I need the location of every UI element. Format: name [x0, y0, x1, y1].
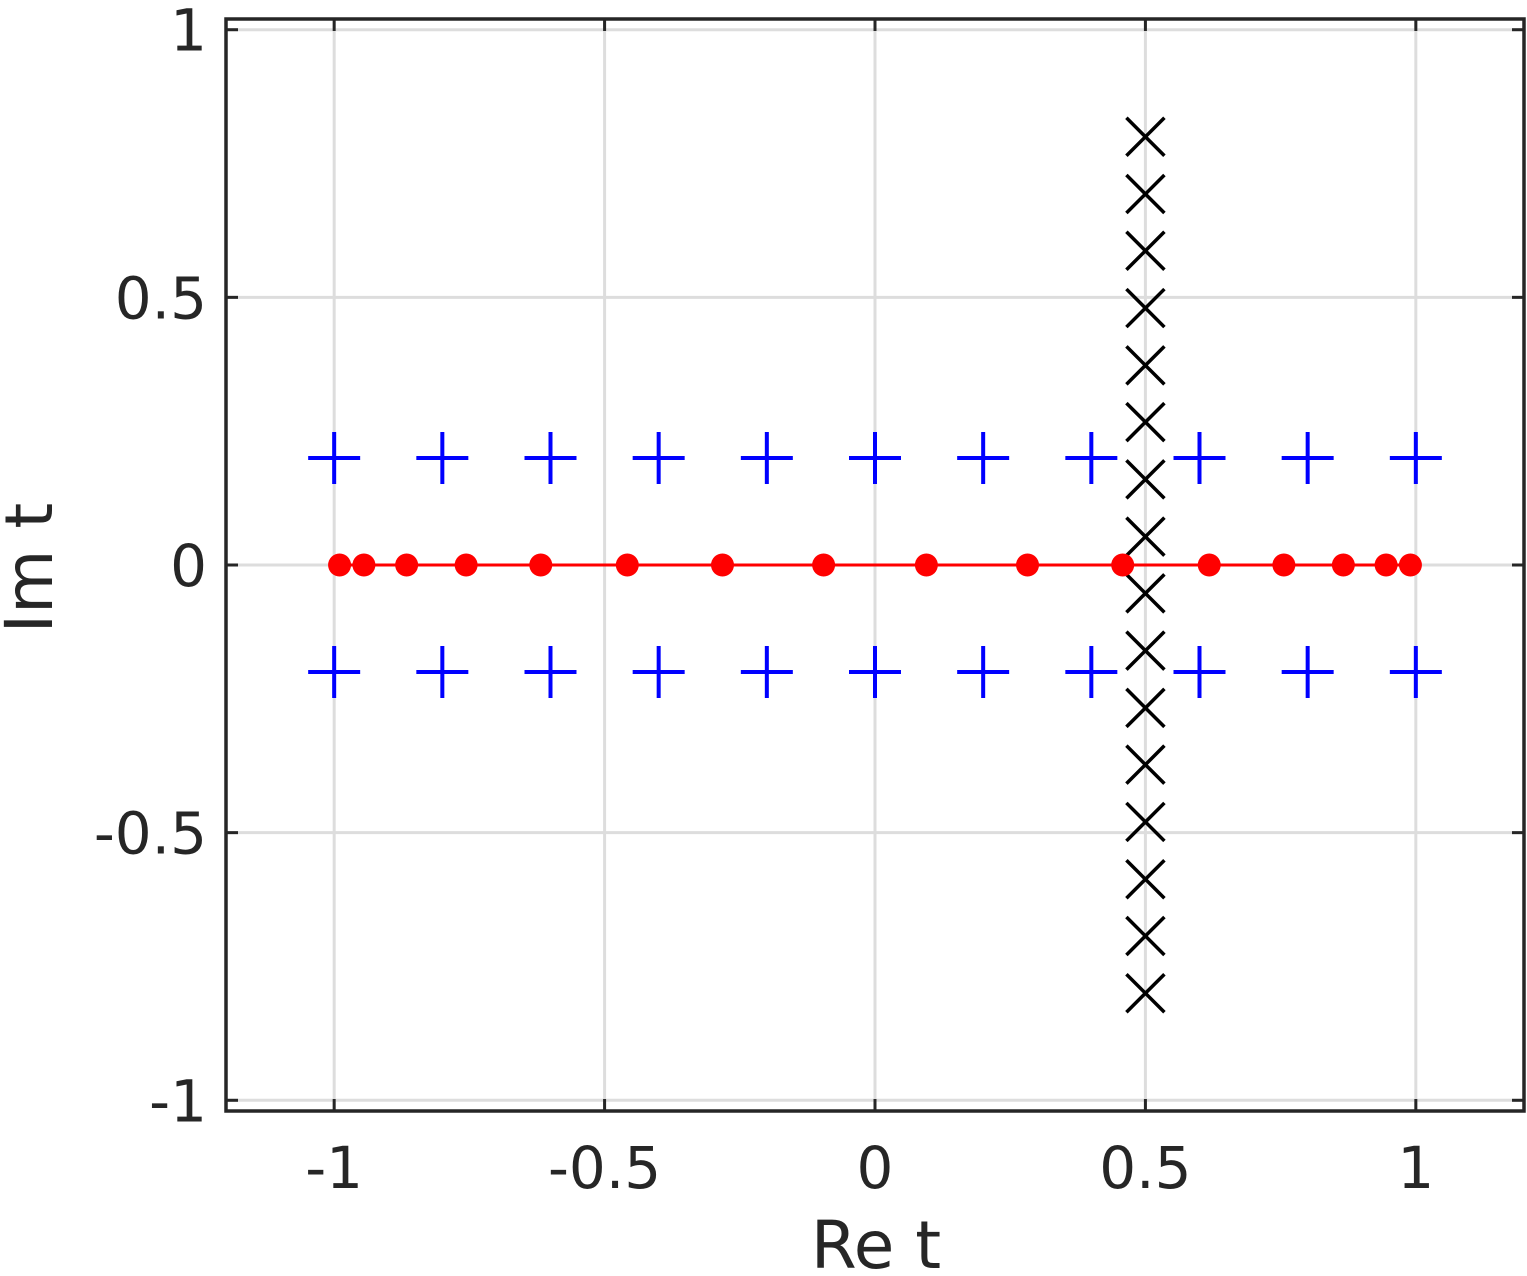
x-marker [1125, 345, 1166, 386]
x-marker [1125, 858, 1166, 900]
plus-marker [849, 646, 901, 699]
dot-marker [454, 553, 478, 577]
dot-marker [1197, 553, 1221, 577]
x-tick-label: 1 [1397, 1134, 1434, 1202]
dot-marker [529, 553, 553, 577]
dot-marker [1331, 553, 1355, 577]
plus-marker [524, 431, 577, 484]
plus-marker [1065, 646, 1118, 699]
x-axis-label: Re t [811, 1207, 941, 1276]
x-tick-label: 0 [857, 1134, 894, 1202]
x-marker [1125, 516, 1166, 557]
dot-marker [812, 553, 836, 577]
plus-marker [1389, 431, 1442, 484]
plus-marker [1281, 646, 1334, 699]
x-marker [1125, 173, 1166, 215]
dot-marker [710, 553, 734, 577]
x-tick-label: 0.5 [1099, 1134, 1191, 1202]
x-marker [1125, 915, 1166, 957]
plus-marker [416, 431, 469, 484]
y-tick-label: -0.5 [94, 800, 207, 868]
y-tick-label: 0.5 [115, 264, 207, 332]
x-marker [1125, 630, 1166, 671]
x-tick-label: -0.5 [548, 1134, 661, 1202]
plus-marker [632, 431, 685, 484]
plus-marker [308, 646, 361, 699]
x-marker [1125, 972, 1166, 1014]
plus-marker [957, 646, 1010, 699]
plus-marker [957, 431, 1010, 484]
plus-marker [1173, 646, 1226, 699]
x-marker [1125, 573, 1166, 614]
dot-marker [1398, 553, 1422, 577]
x-marker [1125, 744, 1166, 785]
dot-marker [352, 553, 376, 577]
series-1 [1125, 116, 1166, 1014]
y-tick-label: 1 [170, 0, 207, 65]
tick-labels: -1 -0.5 0 0.5 1 -1 -0.5 0 0.5 1 [94, 0, 1434, 1202]
x-marker [1125, 116, 1166, 158]
series-2 [328, 553, 1422, 577]
plus-marker [524, 646, 577, 699]
dot-marker [1016, 553, 1040, 577]
y-tick-label: -1 [149, 1067, 207, 1135]
x-marker [1125, 687, 1166, 729]
plus-marker [1173, 431, 1226, 484]
plus-marker [740, 431, 793, 484]
x-marker [1125, 401, 1166, 443]
plus-marker [849, 431, 901, 484]
axes [224, 17, 1526, 1113]
dot-marker [1272, 553, 1296, 577]
y-axis-label: Im t [0, 503, 68, 634]
y-tick-label: 0 [170, 532, 207, 600]
plus-marker [740, 646, 793, 699]
plus-marker [632, 646, 685, 699]
dot-marker [395, 553, 419, 577]
x-marker [1125, 801, 1166, 843]
series-0 [308, 431, 1442, 699]
series-layer [308, 116, 1442, 1014]
plus-marker [416, 646, 469, 699]
x-tick-label: -1 [305, 1134, 363, 1202]
dot-marker [615, 553, 639, 577]
plus-marker [1281, 431, 1334, 484]
x-marker [1125, 459, 1166, 500]
dot-marker [1374, 553, 1398, 577]
dot-marker [1111, 553, 1135, 577]
dot-marker [914, 553, 938, 577]
dot-marker [328, 553, 352, 577]
plus-marker [308, 431, 361, 484]
plus-marker [1065, 431, 1118, 484]
x-marker [1125, 287, 1166, 329]
plus-marker [1389, 646, 1442, 699]
x-marker [1125, 230, 1166, 272]
